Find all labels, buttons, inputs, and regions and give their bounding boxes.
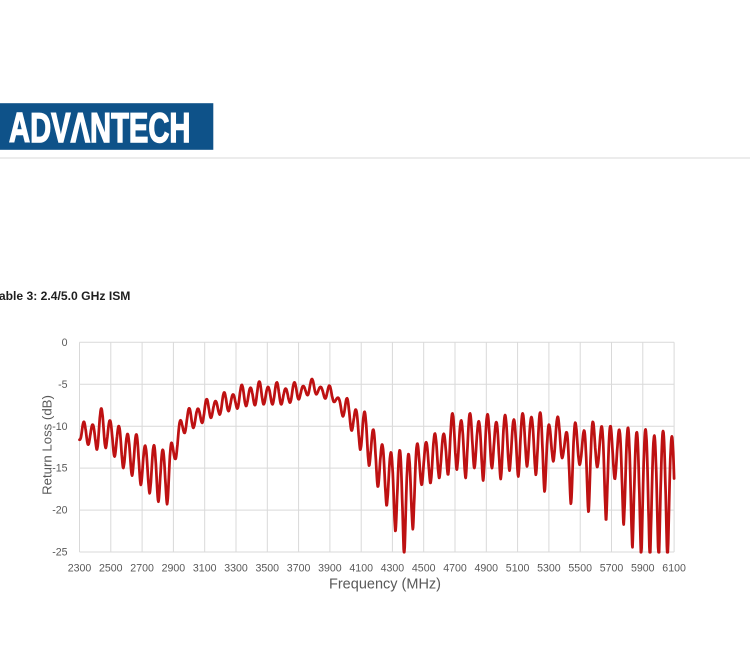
svg-text:4900: 4900 (475, 563, 499, 575)
svg-text:5700: 5700 (600, 563, 624, 575)
svg-text:4700: 4700 (443, 563, 467, 575)
svg-text:2700: 2700 (130, 563, 154, 575)
svg-text:-20: -20 (52, 505, 67, 517)
svg-text:-25: -25 (52, 547, 67, 559)
svg-text:-15: -15 (52, 463, 67, 475)
svg-text:3700: 3700 (287, 563, 311, 575)
svg-text:3900: 3900 (318, 563, 342, 575)
svg-text:2900: 2900 (162, 563, 186, 575)
svg-text:3500: 3500 (256, 563, 280, 575)
svg-text:2300: 2300 (68, 563, 92, 575)
svg-text:6100: 6100 (662, 563, 686, 575)
svg-text:4100: 4100 (349, 563, 373, 575)
svg-text:2500: 2500 (99, 563, 123, 575)
svg-text:5900: 5900 (631, 563, 655, 575)
svg-text:0: 0 (62, 337, 68, 349)
svg-text:3100: 3100 (193, 563, 217, 575)
svg-text:Return Loss (dB): Return Loss (dB) (40, 395, 55, 495)
svg-text:ADVΛNTECH: ADVΛNTECH (9, 104, 191, 151)
svg-text:-10: -10 (52, 421, 67, 433)
svg-text:Frequency (MHz): Frequency (MHz) (329, 576, 441, 592)
svg-text:3300: 3300 (224, 563, 248, 575)
svg-text:5500: 5500 (568, 563, 592, 575)
svg-text:5100: 5100 (506, 563, 530, 575)
svg-text:5300: 5300 (537, 563, 561, 575)
svg-text:-5: -5 (58, 379, 68, 391)
svg-text:4500: 4500 (412, 563, 436, 575)
svg-text:4300: 4300 (381, 563, 405, 575)
